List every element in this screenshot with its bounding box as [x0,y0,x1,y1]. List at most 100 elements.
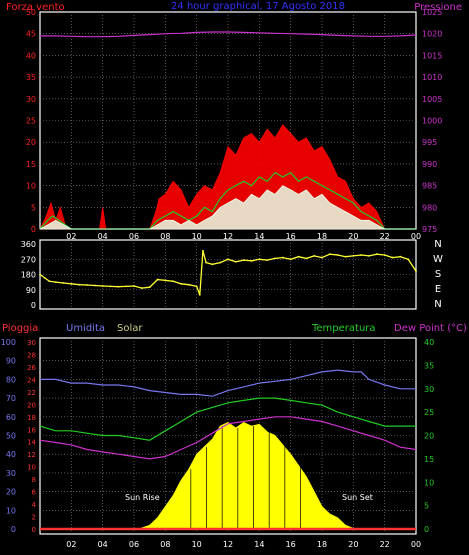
direction-point [164,279,167,282]
rain-tick: 8 [32,476,36,484]
direction-point [48,280,51,283]
x-tick-label: 10 [192,540,202,549]
x-tick-label: 10 [192,232,202,241]
panel1-right-tick: 985 [422,182,437,191]
direction-point [78,283,81,286]
rain-tick: 30 [27,339,36,347]
humidity-tick: 30 [6,469,16,478]
dewpoint-line [39,416,417,460]
label-dewpoint: Dew Point (°C) [394,323,467,334]
compass-label: W [433,254,443,265]
solar-area [138,421,356,530]
panel2-frame [39,239,417,310]
direction-point [62,282,65,284]
temperature-line [39,397,416,441]
panel1-left-tick: 45 [26,30,36,39]
temperature-tick: 25 [424,408,434,417]
panel1-right-label: Pressione [414,2,462,13]
x-tick-label: 02 [66,540,76,549]
panel2-left-tick: 270 [21,255,36,264]
direction-point [156,278,159,281]
compass-label: E [435,284,441,295]
x-tick-label: 06 [129,232,139,241]
panel1-left-tick: 0 [31,225,36,234]
rain-tick: 18 [27,414,36,422]
direction-point [313,254,316,257]
panel1-right-tick: 1020 [422,30,442,39]
label-umidita: Umidita [66,323,105,334]
direction-point [360,254,363,256]
humidity-tick: 70 [6,394,16,403]
x-tick-label: 12 [223,540,233,549]
direction-point [321,256,323,259]
direction-point [187,283,190,286]
temperature-tick: 10 [424,478,434,487]
panel1-left-tick: 20 [26,138,36,147]
rain-tick: 26 [27,364,36,372]
direction-point [101,285,104,287]
x-tick-label: 04 [98,232,108,241]
x-tick-label: 22 [380,540,390,549]
rain-tick: 2 [32,514,36,522]
panel1-right-tick: 1000 [422,117,442,126]
tick-layer: 0510152025303540455097598098599099510001… [1,8,443,549]
direction-point [133,285,135,287]
direction-point [274,257,276,260]
direction-point [305,257,308,260]
direction-point [234,260,237,263]
x-tick-label: 08 [160,540,170,549]
direction-point [336,254,339,256]
direction-point [39,273,41,276]
direction-point [281,256,284,259]
temperature-tick: 0 [424,525,429,534]
rain-tick: 24 [27,376,36,384]
direction-point [117,285,120,288]
direction-point [383,254,386,256]
x-tick-label: 06 [129,540,139,549]
direction-point [375,253,378,256]
direction-point [202,249,204,252]
x-tick-label: 14 [254,540,264,549]
x-tick-label: 22 [380,232,390,241]
x-tick-label: 20 [348,540,358,549]
x-tick-label: 08 [160,232,170,241]
x-tick-label: 04 [98,540,108,549]
x-tick-label: 18 [317,232,327,241]
pressure-line [40,31,417,38]
label-pioggia: Pioggia [2,323,38,334]
humidity-tick: 90 [6,357,16,366]
direction-point [250,260,253,262]
panel1-right-tick: 995 [422,138,437,147]
panel1-right-tick: 1005 [422,95,442,104]
panel2-left-tick: 0 [31,301,36,310]
humidity-tick: 20 [6,488,16,497]
direction-point [93,284,96,287]
direction-point [328,253,331,256]
humidity-tick: 0 [11,525,16,534]
humidity-tick: 50 [6,432,16,441]
direction-point [344,255,347,258]
panel1-left-tick: 15 [26,160,36,169]
rain-tick: 12 [27,451,36,459]
direction-point [43,276,46,279]
direction-point [227,258,229,261]
humidity-tick: 10 [6,506,16,515]
rain-tick: 16 [27,426,36,434]
humidity-tick: 60 [6,413,16,422]
annotation-sun-set: Sun Set [342,493,373,502]
direction-point [148,286,151,289]
panel1-right-tick: 980 [422,203,437,212]
x-tick-label: 14 [254,232,264,241]
temperature-tick: 5 [424,502,429,511]
compass-label: S [435,269,441,280]
direction-point [198,293,201,296]
rain-tick: 20 [27,401,36,409]
panel1-right-tick: 990 [422,160,437,169]
x-tick-label: 16 [286,540,296,549]
direction-point [399,255,402,258]
panel1-left-tick: 5 [31,203,36,212]
x-tick-label: 18 [317,540,327,549]
direction-point [180,282,182,285]
temperature-tick: 20 [424,432,434,441]
humidity-tick: 80 [6,375,16,384]
